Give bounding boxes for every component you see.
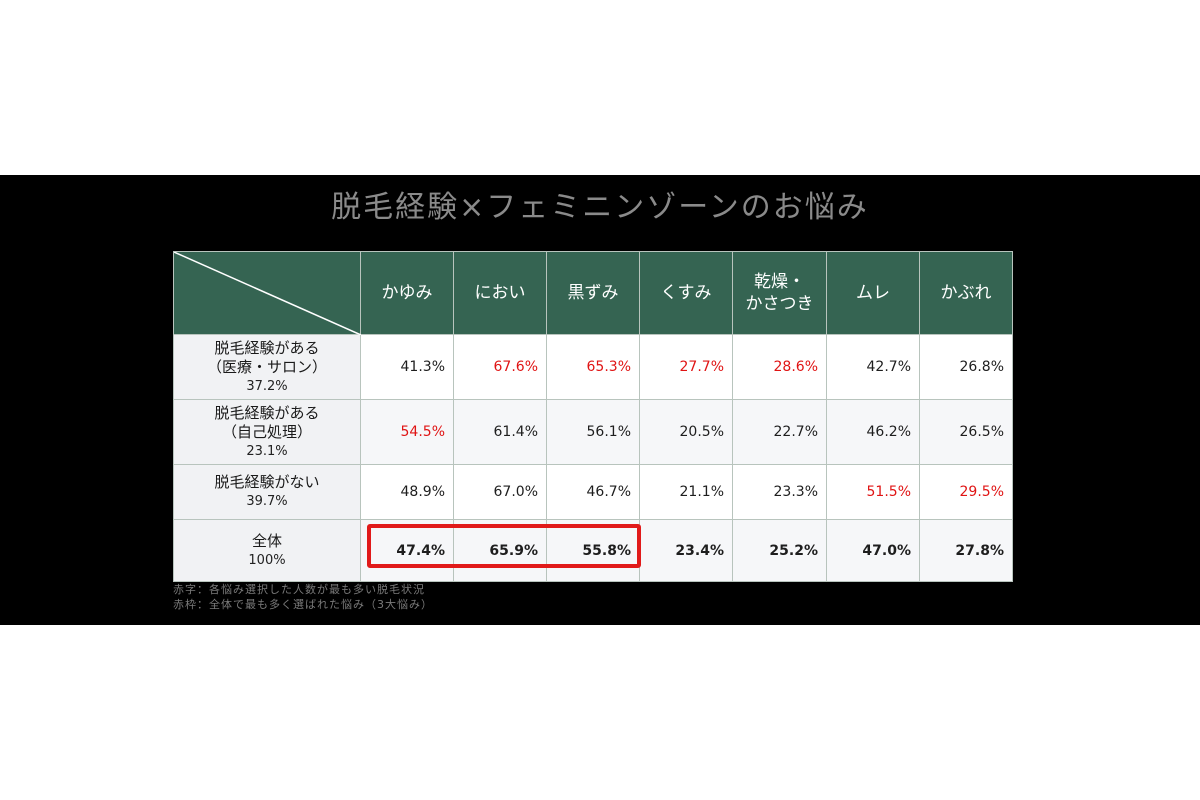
value-cell: 61.4% <box>453 399 547 465</box>
note-red-text: 赤字：各悩み選択した人数が最も多い脱毛状況 <box>173 583 425 596</box>
corner-diagonal <box>174 252 361 335</box>
table-row: 脱毛経験がある （医療・サロン） 37.2% 41.3% 67.6% 65.3% 27.7%… <box>173 334 1013 400</box>
value-cell: 23.3% <box>732 464 827 520</box>
value-cell: 26.8% <box>919 334 1013 400</box>
value-cell: 46.7% <box>546 464 640 520</box>
row-share: 100% <box>248 552 286 568</box>
value-cell: 23.4% <box>639 519 733 582</box>
value-cell: 42.7% <box>826 334 920 400</box>
col-header: かゆみ <box>360 251 454 335</box>
row-label: 全体 <box>251 531 282 550</box>
row-label: 脱毛経験がある <box>214 403 320 422</box>
notes: 赤字：各悩み選択した人数が最も多い脱毛状況 赤枠：全体で最も多く選ばれた悩み（3… <box>173 582 433 612</box>
value-cell: 22.7% <box>732 399 827 465</box>
value-cell: 28.6% <box>732 334 827 400</box>
table-row: 脱毛経験がない 39.7% 48.9% 67.0% 46.7% 21.1% 23.3% 51.… <box>173 464 1013 520</box>
table-row: 全体 100% 47.4% 65.9% 55.8% 23.4% 25.2% 47.0% 27.8… <box>173 519 1013 582</box>
value-cell: 47.0% <box>826 519 920 582</box>
row-header: 脱毛経験がない 39.7% <box>173 464 361 520</box>
corner-cell <box>173 251 361 335</box>
note-red-frame: 赤枠：全体で最も多く選ばれた悩み（3大悩み） <box>173 598 433 611</box>
value-cell: 48.9% <box>360 464 454 520</box>
row-header: 脱毛経験がある （医療・サロン） 37.2% <box>173 334 361 400</box>
col-header: におい <box>453 251 547 335</box>
value-cell: 55.8% <box>546 519 640 582</box>
chart-title: 脱毛経験×フェミニンゾーンのお悩み <box>331 190 869 225</box>
row-label: 脱毛経験がない <box>214 473 320 491</box>
value-cell: 51.5% <box>826 464 920 520</box>
col-header: かぶれ <box>919 251 1013 335</box>
value-cell: 47.4% <box>360 519 454 582</box>
value-cell: 65.9% <box>453 519 547 582</box>
value-cell: 29.5% <box>919 464 1013 520</box>
table-row: 脱毛経験がある （自己処理） 23.1% 54.5% 61.4% 56.1% 20.5% 22… <box>173 399 1013 465</box>
col-header: ムレ <box>826 251 920 335</box>
value-cell: 25.2% <box>732 519 827 582</box>
col-header: 乾燥・ かさつき <box>732 251 827 335</box>
row-label: （医療・サロン） <box>206 357 327 376</box>
value-cell: 27.8% <box>919 519 1013 582</box>
col-header: くすみ <box>639 251 733 335</box>
row-label: 脱毛経験がある <box>214 338 320 357</box>
row-share: 37.2% <box>246 378 288 394</box>
value-cell: 54.5% <box>360 399 454 465</box>
row-header: 脱毛経験がある （自己処理） 23.1% <box>173 399 361 465</box>
value-cell: 65.3% <box>546 334 640 400</box>
value-cell: 21.1% <box>639 464 733 520</box>
value-cell: 56.1% <box>546 399 640 465</box>
value-cell: 67.6% <box>453 334 547 400</box>
data-table: かゆみ におい 黒ずみ くすみ 乾燥・ かさつき ムレ かぶれ 脱毛経験がある（… <box>173 251 1013 582</box>
value-cell: 27.7% <box>639 334 733 400</box>
value-cell: 20.5% <box>639 399 733 465</box>
row-share: 23.1% <box>246 443 288 459</box>
value-cell: 67.0% <box>453 464 547 520</box>
row-label: （自己処理） <box>221 422 312 441</box>
row-share: 39.7% <box>246 494 288 509</box>
value-cell: 26.5% <box>919 399 1013 465</box>
value-cell: 46.2% <box>826 399 920 465</box>
header-row: かゆみ におい 黒ずみ くすみ 乾燥・ かさつき ムレ かぶれ <box>173 251 1013 335</box>
value-cell: 41.3% <box>360 334 454 400</box>
top3-frame <box>367 524 641 568</box>
col-header: 黒ずみ <box>546 251 640 335</box>
row-header: 全体 100% <box>173 519 361 582</box>
